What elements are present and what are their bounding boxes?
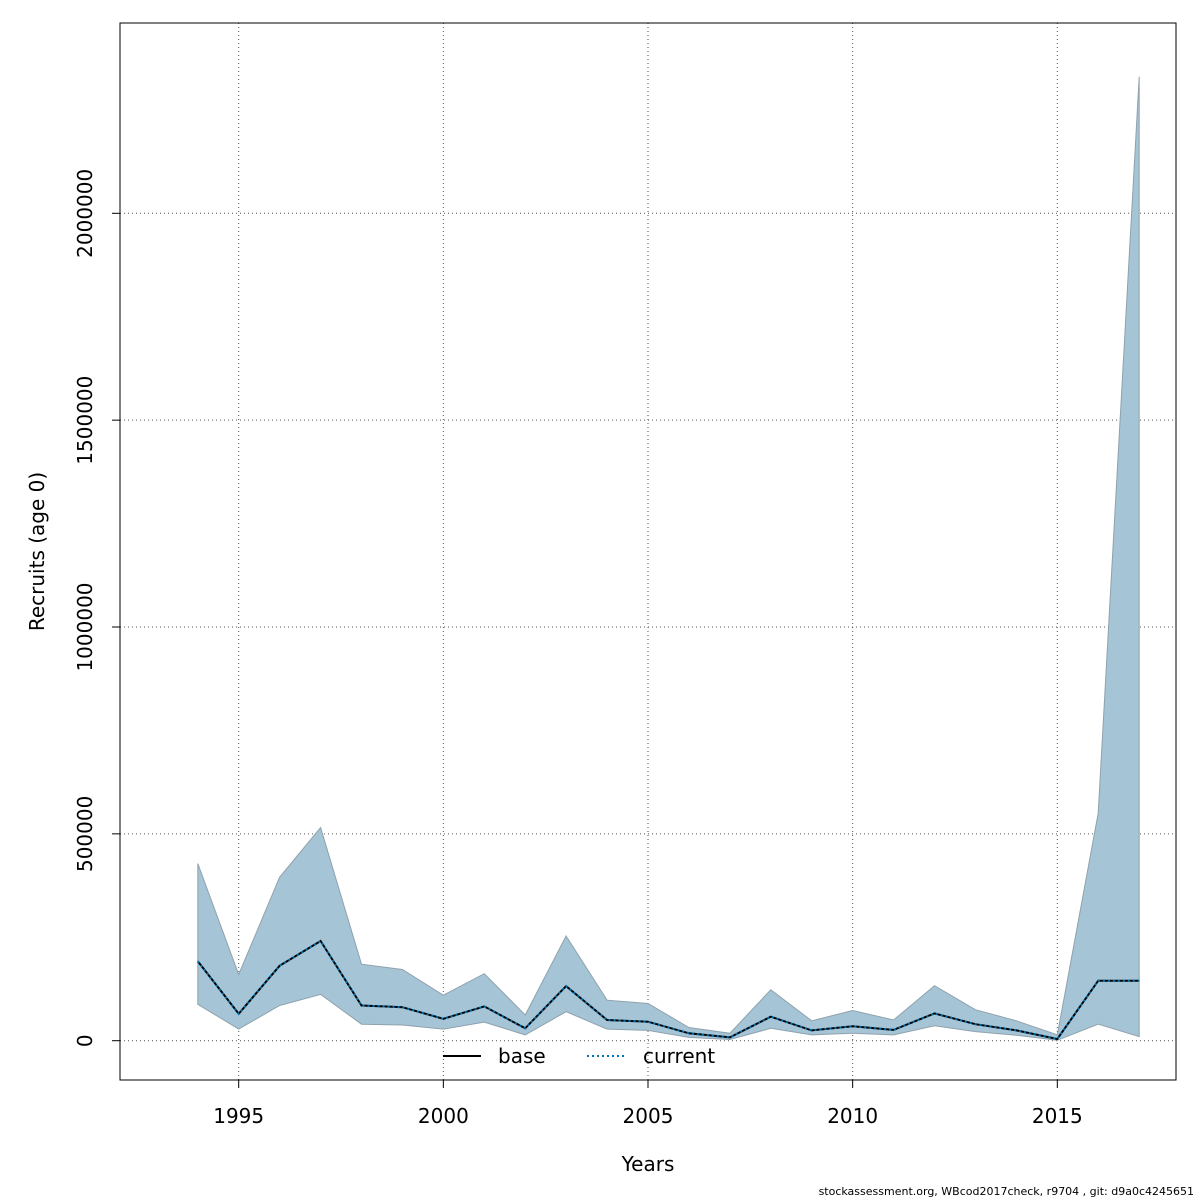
x-tick-label-2015: 2015 [1032,1104,1083,1128]
legend: base current [443,1044,715,1068]
confidence-band-area [197,76,1140,1041]
y-tick-label-1500000: 1500000 [73,376,97,465]
x-tick-label-2000: 2000 [418,1104,469,1128]
y-axis-title: Recruits (age 0) [25,472,49,631]
series-line-current [197,939,1140,1041]
footer-credit: stockassessment.org, WBcod2017check, r97… [818,1185,1194,1198]
y-tick-label-2000000: 2000000 [73,169,97,258]
confidence-band [197,76,1140,1041]
x-tick-label-2010: 2010 [827,1104,878,1128]
y-tick-label-500000: 500000 [73,796,97,872]
x-tick-label-2005: 2005 [623,1104,674,1128]
legend-label-current: current [643,1044,715,1068]
y-tick-label-0: 0 [73,1034,97,1047]
series-lines [197,939,1140,1041]
x-tick-label-1995: 1995 [213,1104,264,1128]
y-tick-label-1000000: 1000000 [73,582,97,671]
legend-label-base: base [498,1044,546,1068]
y-axis: 0 500000 1000000 1500000 2000000 [73,169,120,1047]
grid-lines [120,23,1176,1080]
x-axis-title: Years [621,1152,675,1176]
x-axis: 1995 2000 2005 2010 2015 [213,1080,1083,1128]
